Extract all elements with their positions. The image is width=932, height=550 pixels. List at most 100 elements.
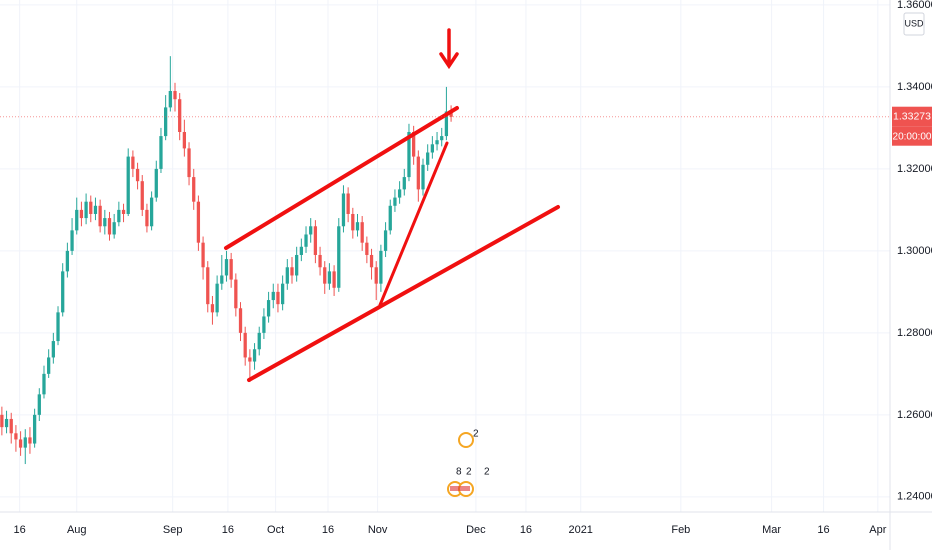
channel-upper xyxy=(224,106,459,250)
last-price: 1.33273 xyxy=(893,110,931,122)
trend-lines xyxy=(224,106,560,382)
axes: 1.24000 1.26000 1.28000 1.30000 1.32000 1.340… xyxy=(14,0,932,536)
candle-body xyxy=(65,250,70,272)
candle-body xyxy=(14,433,18,440)
candle-body xyxy=(61,271,65,313)
candle-body xyxy=(154,168,158,198)
candle-body xyxy=(168,91,172,108)
candle-body xyxy=(28,437,32,444)
candle-body xyxy=(70,230,74,251)
candle-body xyxy=(131,156,135,169)
candle-body xyxy=(252,349,257,362)
candle-body xyxy=(332,271,336,288)
candle-body xyxy=(379,250,383,284)
candle-body xyxy=(313,226,318,255)
x-tick-label: Nov xyxy=(368,524,388,536)
channel-lower xyxy=(247,205,560,382)
candle-body xyxy=(206,267,210,305)
candle-body xyxy=(79,209,84,219)
candle-body xyxy=(365,242,369,255)
candle-body xyxy=(318,254,322,268)
candle-body xyxy=(248,357,252,362)
down-arrow xyxy=(439,28,459,70)
y-tick-label: 1.28000 xyxy=(897,327,932,339)
candle-body xyxy=(117,209,121,223)
candle-body xyxy=(435,140,439,145)
candle-body xyxy=(18,439,23,448)
candle-body xyxy=(98,205,102,227)
y-tick-label: 1.34000 xyxy=(897,81,932,93)
candle-body xyxy=(135,168,140,182)
candle-body xyxy=(421,164,425,190)
candle-body xyxy=(285,267,289,284)
candle-body xyxy=(257,332,261,350)
candle-body xyxy=(234,279,238,309)
candle-body xyxy=(42,373,46,395)
candle-body xyxy=(173,91,177,100)
x-tick-label: 16 xyxy=(817,524,829,536)
candle-body xyxy=(262,316,266,333)
candle-body xyxy=(416,156,420,190)
event-count: 2 xyxy=(466,467,472,478)
candle-body xyxy=(407,131,411,178)
candle-body xyxy=(182,131,187,149)
x-tick-label: Mar xyxy=(762,524,781,536)
candle-body xyxy=(215,283,219,313)
grid xyxy=(0,0,890,512)
candle-body xyxy=(37,394,41,415)
candle-body xyxy=(51,341,55,358)
candle-body xyxy=(229,259,233,280)
candle-body xyxy=(201,242,205,268)
candle-body xyxy=(159,136,163,169)
candle-body xyxy=(112,222,116,235)
candle-body xyxy=(444,111,449,137)
candle-body xyxy=(107,218,112,235)
x-tick-label: Feb xyxy=(671,524,690,536)
candle-body xyxy=(323,267,327,284)
candle-body xyxy=(290,267,294,276)
event-count: 2 xyxy=(473,429,479,440)
y-tick-label: 1.36000 xyxy=(897,0,932,11)
candle-body xyxy=(164,107,168,137)
currency: USD xyxy=(904,18,924,28)
x-tick-label: Apr xyxy=(869,524,886,536)
candle-body xyxy=(369,254,374,268)
candle-body xyxy=(397,189,402,198)
candle-body xyxy=(426,152,430,165)
candle-body xyxy=(393,197,397,206)
candle-body xyxy=(440,136,444,141)
candle-body xyxy=(121,209,126,214)
last-price-tag xyxy=(892,106,932,127)
candle-body xyxy=(295,254,299,276)
candle-body xyxy=(126,156,130,214)
candle-body xyxy=(220,275,224,284)
candle-body xyxy=(192,177,196,202)
candle-body xyxy=(4,418,9,428)
candle-body xyxy=(360,222,364,243)
candle-body xyxy=(32,414,37,444)
candle-body xyxy=(238,308,243,333)
candles xyxy=(0,56,453,465)
x-tick-label: Oct xyxy=(267,524,284,536)
candle-body xyxy=(309,226,313,235)
x-tick-label: Dec xyxy=(466,524,486,536)
candle-body xyxy=(56,312,60,342)
candle-body xyxy=(0,414,4,428)
y-tick-label: 1.32000 xyxy=(897,163,932,175)
candle-body xyxy=(47,357,51,374)
candle-body xyxy=(337,226,341,288)
candle-body xyxy=(346,193,350,214)
candle-body xyxy=(89,201,93,214)
candle-body xyxy=(23,437,27,448)
y-tick-label: 1.26000 xyxy=(897,409,932,421)
candle-body xyxy=(9,418,13,434)
candle-body xyxy=(388,205,392,231)
candle-body xyxy=(383,230,388,251)
candle-body xyxy=(140,181,144,210)
event-count: 8 xyxy=(456,467,462,478)
currency-box xyxy=(903,12,925,36)
countdown-tag xyxy=(892,126,932,146)
x-tick-label: Aug xyxy=(67,524,87,536)
x-tick-label: 16 xyxy=(322,524,334,536)
